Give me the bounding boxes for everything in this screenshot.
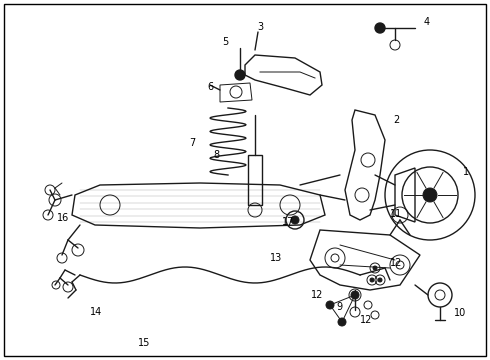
- Text: 17: 17: [282, 217, 294, 227]
- Circle shape: [375, 23, 385, 33]
- Text: 3: 3: [257, 22, 263, 32]
- Text: 12: 12: [311, 290, 323, 300]
- Circle shape: [373, 266, 377, 270]
- Text: 9: 9: [336, 302, 342, 312]
- Text: 10: 10: [454, 308, 466, 318]
- Circle shape: [235, 70, 245, 80]
- Text: 12: 12: [390, 258, 402, 268]
- Text: 2: 2: [393, 115, 399, 125]
- Text: 4: 4: [424, 17, 430, 27]
- Text: 12: 12: [360, 315, 372, 325]
- Circle shape: [291, 216, 299, 224]
- Text: 16: 16: [57, 213, 69, 223]
- Circle shape: [338, 318, 346, 326]
- Text: 1: 1: [463, 167, 469, 177]
- Text: 15: 15: [138, 338, 150, 348]
- Text: 13: 13: [270, 253, 282, 263]
- Circle shape: [326, 301, 334, 309]
- Circle shape: [370, 278, 374, 282]
- Circle shape: [423, 188, 437, 202]
- Text: 7: 7: [189, 138, 195, 148]
- Circle shape: [378, 278, 382, 282]
- Text: 11: 11: [390, 209, 402, 219]
- Text: 6: 6: [207, 82, 213, 92]
- Text: 14: 14: [90, 307, 102, 317]
- Text: 5: 5: [222, 37, 228, 47]
- Circle shape: [351, 291, 359, 299]
- Text: 8: 8: [213, 150, 219, 160]
